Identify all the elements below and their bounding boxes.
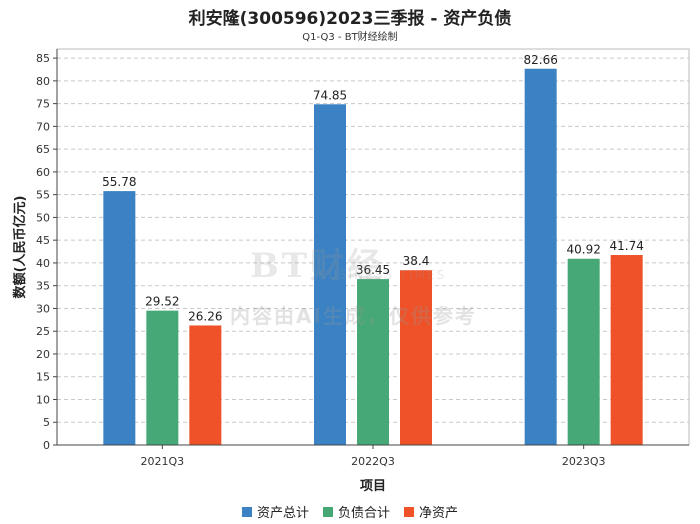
legend-label: 资产总计	[256, 506, 309, 521]
x-tick-label: 2021Q3	[141, 455, 185, 468]
data-label: 36.45	[356, 263, 390, 277]
bar	[567, 258, 600, 445]
legend-item: 资产总计	[241, 502, 309, 521]
x-tick-label: 2023Q3	[562, 455, 606, 468]
data-label: 41.74	[609, 239, 643, 253]
x-tick-label: 2022Q3	[351, 455, 395, 468]
y-tick-label: 30	[36, 302, 50, 315]
y-tick-label: 85	[36, 52, 50, 65]
data-label: 38.4	[403, 254, 430, 268]
data-label: 29.52	[145, 295, 179, 309]
chart-title: 利安隆(300596)2023三季报 - 资产负债	[188, 9, 512, 29]
bar	[524, 68, 557, 445]
bar	[400, 270, 432, 445]
watermark-logo: BT财经	[250, 246, 385, 286]
legend-item: 净资产	[404, 502, 458, 521]
y-tick-label: 25	[36, 325, 50, 338]
legend-swatch	[241, 506, 252, 517]
data-label: 55.78	[102, 175, 136, 189]
data-label: 82.66	[523, 53, 557, 67]
legend-swatch	[322, 506, 333, 517]
y-tick-label: 70	[36, 120, 50, 133]
y-tick-label: 60	[36, 166, 50, 179]
legend-label: 净资产	[419, 506, 459, 521]
data-label: 74.85	[313, 88, 347, 102]
watermark-logo-sub: BUSINESS TIMES	[318, 268, 447, 282]
y-axis-label: 数额(人民币亿元)	[12, 196, 28, 299]
legend-label: 负债合计	[337, 506, 390, 521]
bar	[146, 310, 179, 445]
y-tick-label: 55	[36, 189, 50, 202]
legend-item: 负债合计	[322, 502, 390, 521]
bar	[314, 104, 346, 445]
y-tick-label: 5	[43, 416, 50, 429]
y-tick-label: 80	[36, 75, 50, 88]
bar	[610, 255, 643, 445]
x-axis-label: 项目	[360, 479, 386, 494]
bar	[103, 191, 136, 445]
data-label: 26.26	[188, 309, 222, 323]
y-tick-label: 50	[36, 211, 50, 224]
bar	[189, 325, 222, 445]
legend: 资产总计 负债合计 净资产	[0, 502, 700, 521]
y-tick-label: 0	[43, 439, 50, 452]
y-tick-label: 10	[36, 393, 50, 406]
y-tick-label: 15	[36, 371, 50, 384]
y-tick-label: 40	[36, 257, 50, 270]
y-tick-label: 35	[36, 280, 50, 293]
y-tick-label: 75	[36, 98, 50, 111]
y-tick-label: 65	[36, 143, 50, 156]
chart-subtitle: Q1-Q3 - BT财经绘制	[302, 32, 398, 43]
data-label: 40.92	[566, 243, 600, 257]
y-tick-label: 20	[36, 348, 50, 361]
y-tick-label: 45	[36, 234, 50, 247]
watermark-text: 内容由AI生成，仅供参考	[230, 304, 477, 328]
bar	[357, 279, 389, 445]
legend-swatch	[404, 506, 414, 517]
